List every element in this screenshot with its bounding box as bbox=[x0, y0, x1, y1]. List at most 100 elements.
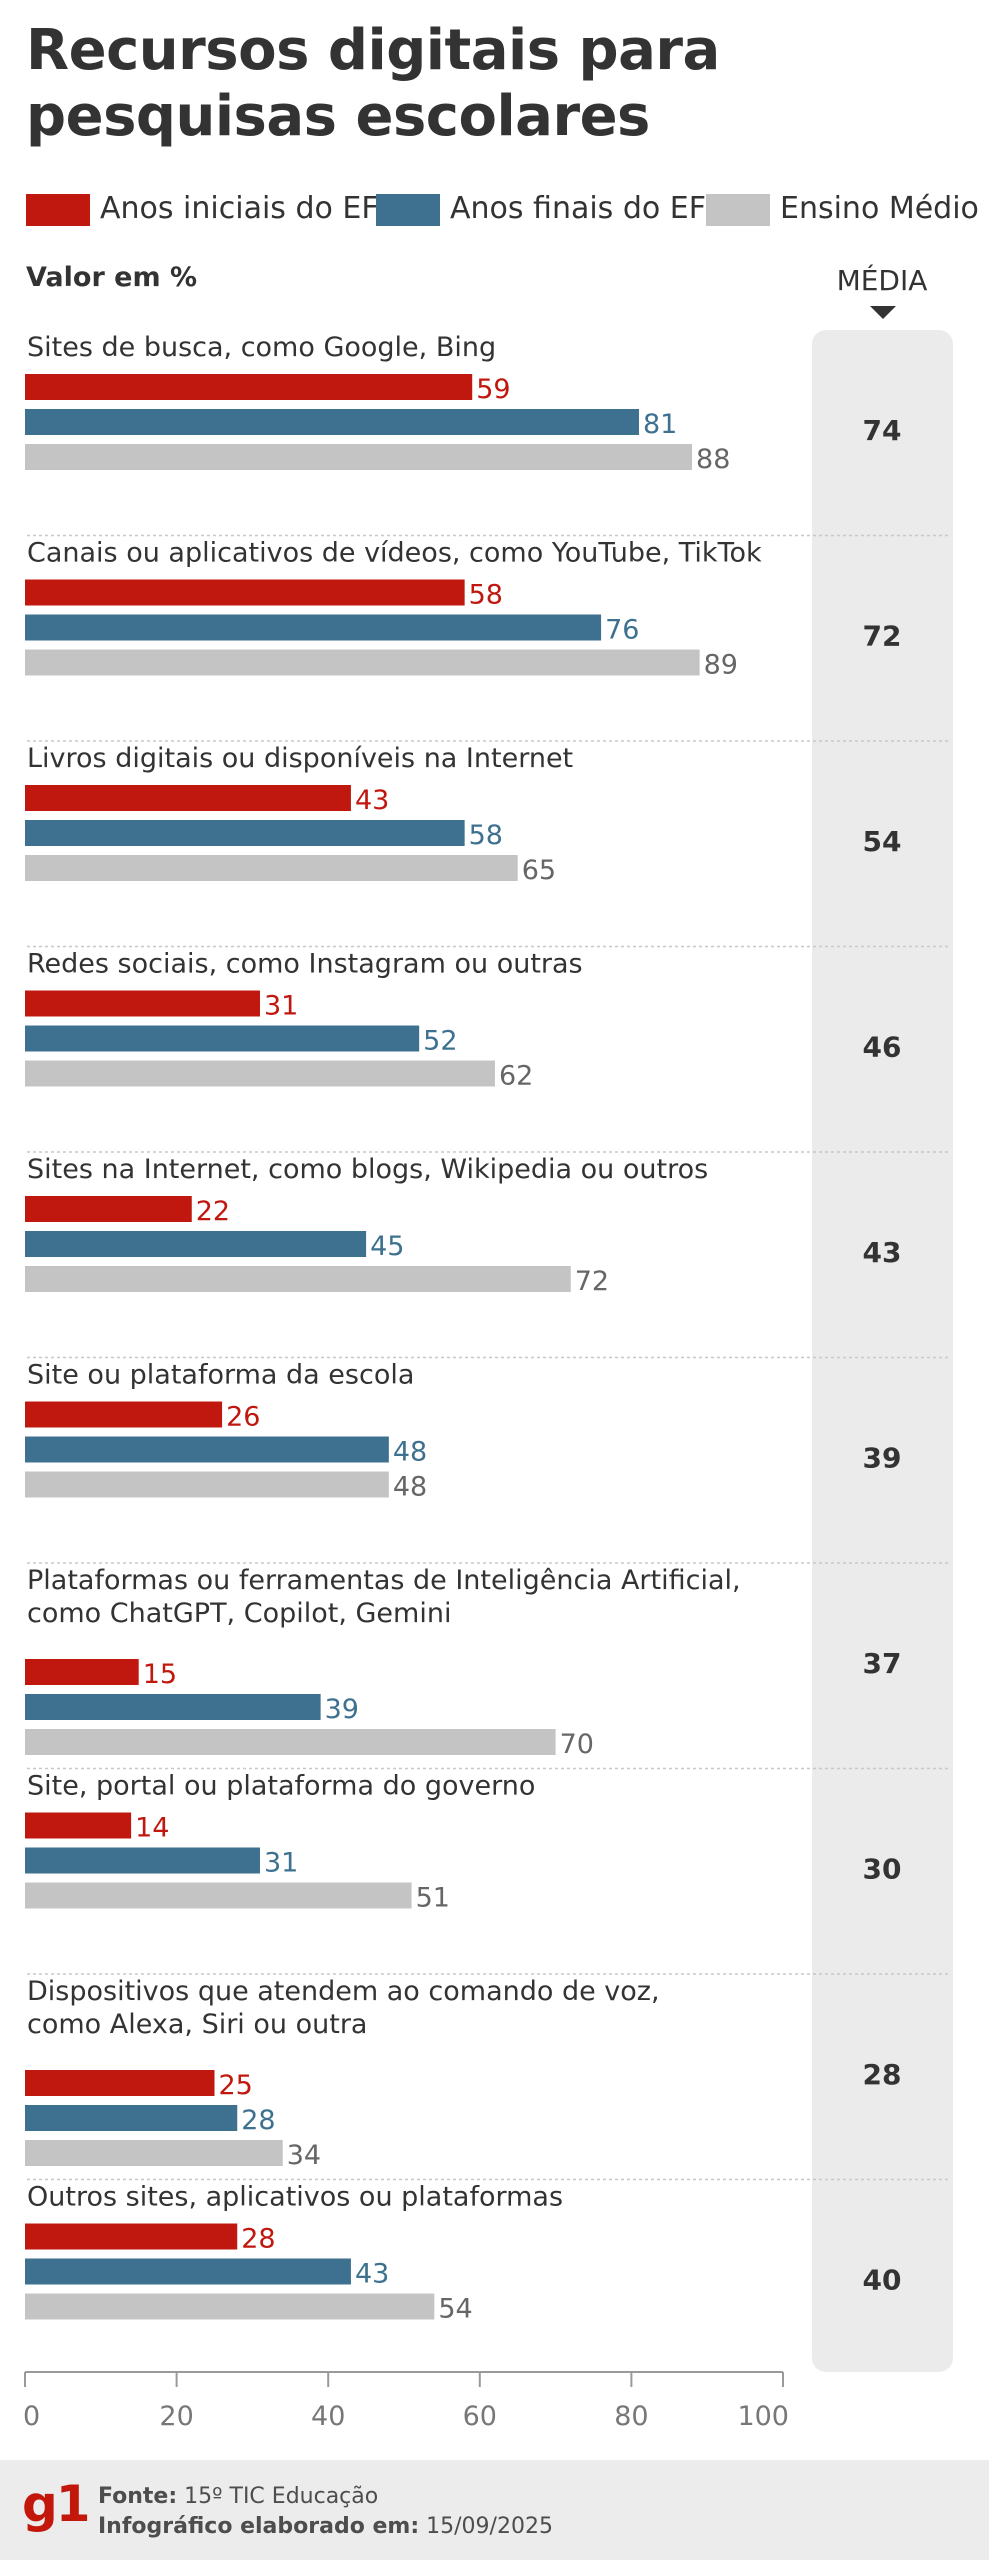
legend-swatch-ensino-medio bbox=[706, 194, 770, 226]
value-label-ensino-medio: 89 bbox=[704, 650, 738, 681]
value-label-anos-finais: 48 bbox=[393, 1437, 427, 1468]
g1-logo: g1 bbox=[22, 2475, 91, 2533]
media-value: 28 bbox=[863, 2058, 902, 2091]
media-value: 30 bbox=[863, 1853, 902, 1886]
value-label-anos-iniciais: 59 bbox=[476, 374, 510, 405]
date-value: 15/09/2025 bbox=[426, 2514, 553, 2539]
value-label-ensino-medio: 65 bbox=[522, 855, 556, 886]
bar-ensino-medio bbox=[25, 2140, 283, 2166]
value-label-anos-iniciais: 14 bbox=[135, 1813, 169, 1844]
source-line: Fonte: 15º TIC Educação bbox=[98, 2484, 378, 2509]
media-value: 46 bbox=[863, 1031, 902, 1064]
bar-anos-iniciais bbox=[25, 1196, 192, 1222]
category-label: Dispositivos que atendem ao comando de v… bbox=[27, 1976, 660, 2007]
bar-anos-finais bbox=[25, 1436, 389, 1463]
unit-label: Valor em % bbox=[26, 262, 198, 293]
category-label: Plataformas ou ferramentas de Inteligênc… bbox=[27, 1565, 741, 1596]
media-value: 37 bbox=[863, 1647, 902, 1680]
value-label-anos-iniciais: 15 bbox=[143, 1659, 177, 1690]
bar-anos-iniciais bbox=[25, 785, 351, 811]
value-label-anos-finais: 39 bbox=[325, 1694, 359, 1725]
category-label: Site, portal ou plataforma do governo bbox=[27, 1771, 535, 1802]
value-label-anos-finais: 43 bbox=[355, 2259, 389, 2290]
source-label: Fonte: bbox=[98, 2484, 178, 2509]
value-label-anos-finais: 58 bbox=[469, 820, 503, 851]
bar-anos-iniciais bbox=[25, 1659, 139, 1685]
bar-chart: Sites de busca, como Google, Bing 59 81 88 7… bbox=[23, 332, 950, 2432]
media-value: 54 bbox=[863, 825, 902, 858]
bar-anos-finais bbox=[25, 2105, 238, 2131]
bar-anos-finais bbox=[25, 409, 639, 435]
bar-anos-finais bbox=[25, 1694, 321, 1720]
category-label: Outros sites, aplicativos ou plataformas bbox=[27, 2182, 563, 2213]
value-label-anos-iniciais: 22 bbox=[196, 1196, 230, 1227]
bar-ensino-medio bbox=[25, 1060, 495, 1087]
value-label-ensino-medio: 54 bbox=[438, 2294, 472, 2325]
value-label-ensino-medio: 88 bbox=[696, 444, 730, 475]
media-value: 39 bbox=[863, 1442, 902, 1475]
bar-anos-iniciais bbox=[25, 2070, 215, 2096]
x-tick-label: 80 bbox=[614, 2401, 648, 2432]
legend-label-anos-iniciais: Anos iniciais do EF bbox=[100, 191, 379, 226]
bar-ensino-medio bbox=[25, 1266, 571, 1292]
bar-ensino-medio bbox=[25, 1729, 556, 1755]
bar-anos-iniciais bbox=[25, 579, 465, 606]
bar-anos-finais bbox=[25, 2258, 351, 2285]
value-label-ensino-medio: 48 bbox=[393, 1472, 427, 1503]
legend-label-anos-finais: Anos finais do EF bbox=[450, 191, 706, 226]
bar-anos-finais bbox=[25, 614, 602, 641]
value-label-anos-iniciais: 43 bbox=[355, 785, 389, 816]
footer bbox=[0, 2460, 989, 2560]
value-label-anos-finais: 31 bbox=[264, 1848, 298, 1879]
bar-ensino-medio bbox=[25, 1882, 412, 1909]
x-tick-label: 40 bbox=[311, 2401, 345, 2432]
category-label: Sites de busca, como Google, Bing bbox=[27, 332, 496, 363]
bar-anos-iniciais bbox=[25, 2223, 238, 2250]
value-label-anos-finais: 76 bbox=[605, 615, 639, 646]
value-label-anos-iniciais: 31 bbox=[264, 991, 298, 1022]
legend-label-ensino-medio: Ensino Médio bbox=[780, 191, 979, 226]
media-value: 40 bbox=[863, 2264, 902, 2297]
value-label-anos-iniciais: 28 bbox=[241, 2224, 275, 2255]
value-label-anos-finais: 28 bbox=[241, 2105, 275, 2136]
bar-ensino-medio bbox=[25, 855, 518, 881]
media-header: MÉDIA bbox=[836, 264, 928, 297]
x-tick-label: 100 bbox=[737, 2401, 789, 2432]
bar-anos-finais bbox=[25, 1025, 420, 1052]
value-label-anos-iniciais: 25 bbox=[219, 2070, 253, 2101]
source-value: 15º TIC Educação bbox=[184, 2484, 379, 2509]
value-label-anos-iniciais: 58 bbox=[469, 580, 503, 611]
category-label: como Alexa, Siri ou outra bbox=[27, 2009, 367, 2040]
bar-anos-iniciais bbox=[25, 1812, 132, 1839]
category-label: Sites na Internet, como blogs, Wikipedia… bbox=[27, 1154, 708, 1185]
value-label-ensino-medio: 70 bbox=[560, 1729, 594, 1760]
bar-ensino-medio bbox=[25, 2293, 435, 2320]
x-tick-label: 20 bbox=[159, 2401, 193, 2432]
value-label-anos-finais: 52 bbox=[423, 1026, 457, 1057]
bar-anos-iniciais bbox=[25, 1401, 223, 1428]
legend-swatch-anos-iniciais bbox=[26, 194, 90, 226]
category-label: Site ou plataforma da escola bbox=[27, 1360, 414, 1391]
media-value: 72 bbox=[863, 620, 902, 653]
legend-swatch-anos-finais bbox=[376, 194, 440, 226]
value-label-ensino-medio: 51 bbox=[416, 1883, 450, 1914]
date-label: Infográfico elaborado em: bbox=[98, 2514, 420, 2539]
media-arrow-icon bbox=[870, 306, 896, 319]
x-tick-label: 60 bbox=[463, 2401, 497, 2432]
category-label: Livros digitais ou disponíveis na Intern… bbox=[27, 743, 573, 774]
bar-ensino-medio bbox=[25, 1471, 389, 1498]
x-tick-label: 0 bbox=[23, 2401, 40, 2432]
value-label-anos-finais: 81 bbox=[643, 409, 677, 440]
bar-ensino-medio bbox=[25, 444, 693, 470]
value-label-ensino-medio: 62 bbox=[499, 1061, 533, 1092]
bar-anos-iniciais bbox=[25, 990, 260, 1017]
category-label: Redes sociais, como Instagram ou outras bbox=[27, 949, 583, 980]
value-label-ensino-medio: 34 bbox=[287, 2140, 321, 2171]
date-line: Infográfico elaborado em: 15/09/2025 bbox=[98, 2514, 553, 2539]
value-label-anos-iniciais: 26 bbox=[226, 1402, 260, 1433]
value-label-anos-finais: 45 bbox=[370, 1231, 404, 1262]
chart-title: Recursos digitais para pesquisas escolar… bbox=[26, 18, 720, 149]
bar-anos-finais bbox=[25, 1231, 367, 1257]
bar-anos-finais bbox=[25, 1847, 260, 1874]
category-label: como ChatGPT, Copilot, Gemini bbox=[27, 1598, 451, 1629]
